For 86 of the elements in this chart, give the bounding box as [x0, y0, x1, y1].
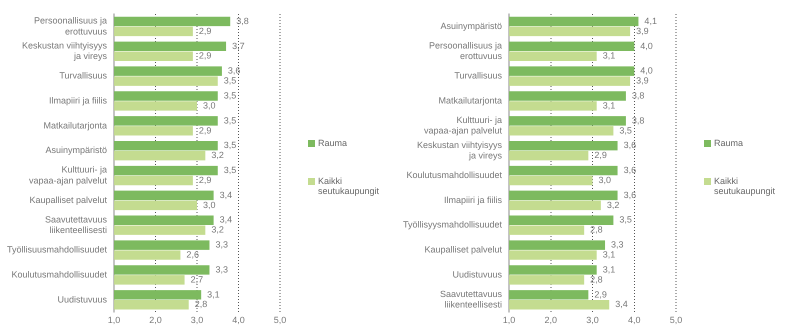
x-tick-label: 1,0: [502, 315, 516, 326]
data-label: 3,5: [224, 90, 236, 100]
data-label: 3,1: [602, 100, 616, 110]
y-tick-label: Kaupalliset palvelut: [424, 244, 503, 255]
y-tick-label: Matkailutarjonta: [44, 120, 108, 130]
data-label: 3,2: [606, 200, 620, 210]
data-label: 3,5: [224, 140, 236, 150]
legend-label: Kaikki seutukaupungit: [318, 176, 380, 196]
data-label: 3,3: [215, 264, 228, 274]
y-tick-label: Keskustan viihtyisyys ja vireys: [417, 140, 503, 161]
y-tick-label: Turvallisuus: [454, 70, 503, 81]
data-label: 3,8: [236, 16, 249, 26]
y-tick-label: Keskustan viihtyisyys ja vireys: [22, 40, 108, 62]
y-tick-label: Persoonallisuus ja erottuvuus: [34, 16, 108, 36]
y-tick-label: Persoonallisuus ja erottuvuus: [428, 40, 503, 62]
data-label: 2,7: [190, 274, 204, 284]
y-tick-label: Asuinympäristö: [46, 145, 108, 156]
data-label: 2,9: [594, 289, 607, 300]
y-tick-label: Uudistuvuus: [452, 269, 503, 280]
data-label: 3,1: [602, 264, 616, 274]
data-label: 2,8: [590, 224, 603, 235]
data-label: 3,7: [232, 40, 245, 51]
data-label: 3,8: [632, 115, 644, 126]
data-label: 4,0: [640, 66, 653, 76]
data-label: 3,9: [636, 26, 649, 36]
data-label: 3,4: [220, 190, 232, 200]
data-label: 3,8: [632, 90, 644, 100]
y-tick-label: Koulutusmahdollisuudet: [406, 170, 503, 180]
data-label: 3,0: [203, 200, 216, 210]
y-tick-label: Matkailutarjonta: [438, 95, 502, 106]
y-tick-label: Työllisyysmahdollisuudet: [402, 220, 503, 230]
x-tick-label: 4,0: [232, 315, 245, 326]
data-label: 3,2: [211, 150, 224, 160]
legend-label: Rauma: [318, 138, 348, 148]
y-tick-label: Turvallisuus: [59, 70, 108, 81]
data-label: 3,6: [228, 66, 240, 76]
y-tick-label: Ilmapiiri ja fiilis: [49, 95, 108, 106]
data-label: 2,8: [590, 274, 603, 284]
y-tick-label: Koulutusmahdollisuudet: [11, 269, 108, 280]
data-label: 3,5: [619, 214, 632, 225]
y-tick-label: Kulttuuri- ja vapaa-ajan palvelut: [424, 114, 503, 136]
y-tick-label: Asuinympäristö: [440, 20, 502, 31]
y-tick-label: Ilmapiiri ja fiilis: [444, 194, 503, 205]
y-tick-label: Työllisuusmahdollisuudet: [6, 244, 108, 255]
data-label: 3,2: [211, 224, 224, 235]
data-label: 3,3: [215, 240, 228, 250]
data-label: 3,0: [203, 100, 216, 110]
data-label: 3,5: [619, 125, 632, 136]
data-label: 2,9: [198, 125, 212, 136]
y-tick-label: Kaupalliset palvelut: [29, 194, 108, 205]
data-label: 2,9: [198, 26, 212, 36]
x-tick-label: 3,0: [586, 315, 599, 326]
x-tick-label: 1,0: [108, 315, 120, 326]
y-tick-label: Saavutettavuus liikenteellisesti: [45, 214, 108, 236]
data-label: 2,8: [194, 299, 208, 310]
x-tick-label: 5,0: [670, 315, 682, 326]
data-label: 2,9: [198, 174, 212, 185]
data-label: 3,5: [224, 115, 236, 126]
data-label: 4,1: [644, 16, 657, 26]
data-label: 3,0: [598, 174, 612, 185]
data-label: 2,9: [198, 50, 212, 61]
data-label: 3,5: [224, 165, 236, 176]
data-label: 3,3: [611, 240, 624, 250]
data-label: 2,9: [594, 150, 607, 160]
data-label: 3,5: [224, 76, 236, 86]
x-tick-label: 2,0: [149, 315, 162, 326]
data-label: 3,6: [624, 190, 636, 200]
data-label: 3,1: [207, 289, 220, 300]
data-label: 3,1: [602, 50, 616, 61]
x-tick-label: 3,0: [190, 315, 204, 326]
data-label: 4,0: [640, 40, 653, 51]
y-tick-label: Saavutettavuus liikenteellisesti: [440, 288, 503, 310]
data-label: 3,6: [624, 140, 636, 150]
y-tick-label: Kulttuuri- ja vapaa-ajan palvelut: [28, 164, 108, 186]
data-label: 3,1: [602, 250, 616, 260]
y-tick-label: Uudistuvuus: [58, 294, 108, 304]
data-label: 3,6: [624, 165, 636, 176]
data-label: 2,6: [186, 250, 199, 260]
x-tick-label: 4,0: [628, 315, 641, 326]
data-label: 3,4: [615, 299, 628, 310]
data-label: 3,4: [220, 214, 232, 225]
legend-label: Rauma: [714, 138, 744, 148]
x-tick-label: 5,0: [274, 315, 286, 326]
data-label: 3,9: [636, 76, 649, 86]
legend-label: Kaikki seutukaupungit: [714, 176, 776, 196]
x-tick-label: 2,0: [544, 315, 558, 326]
